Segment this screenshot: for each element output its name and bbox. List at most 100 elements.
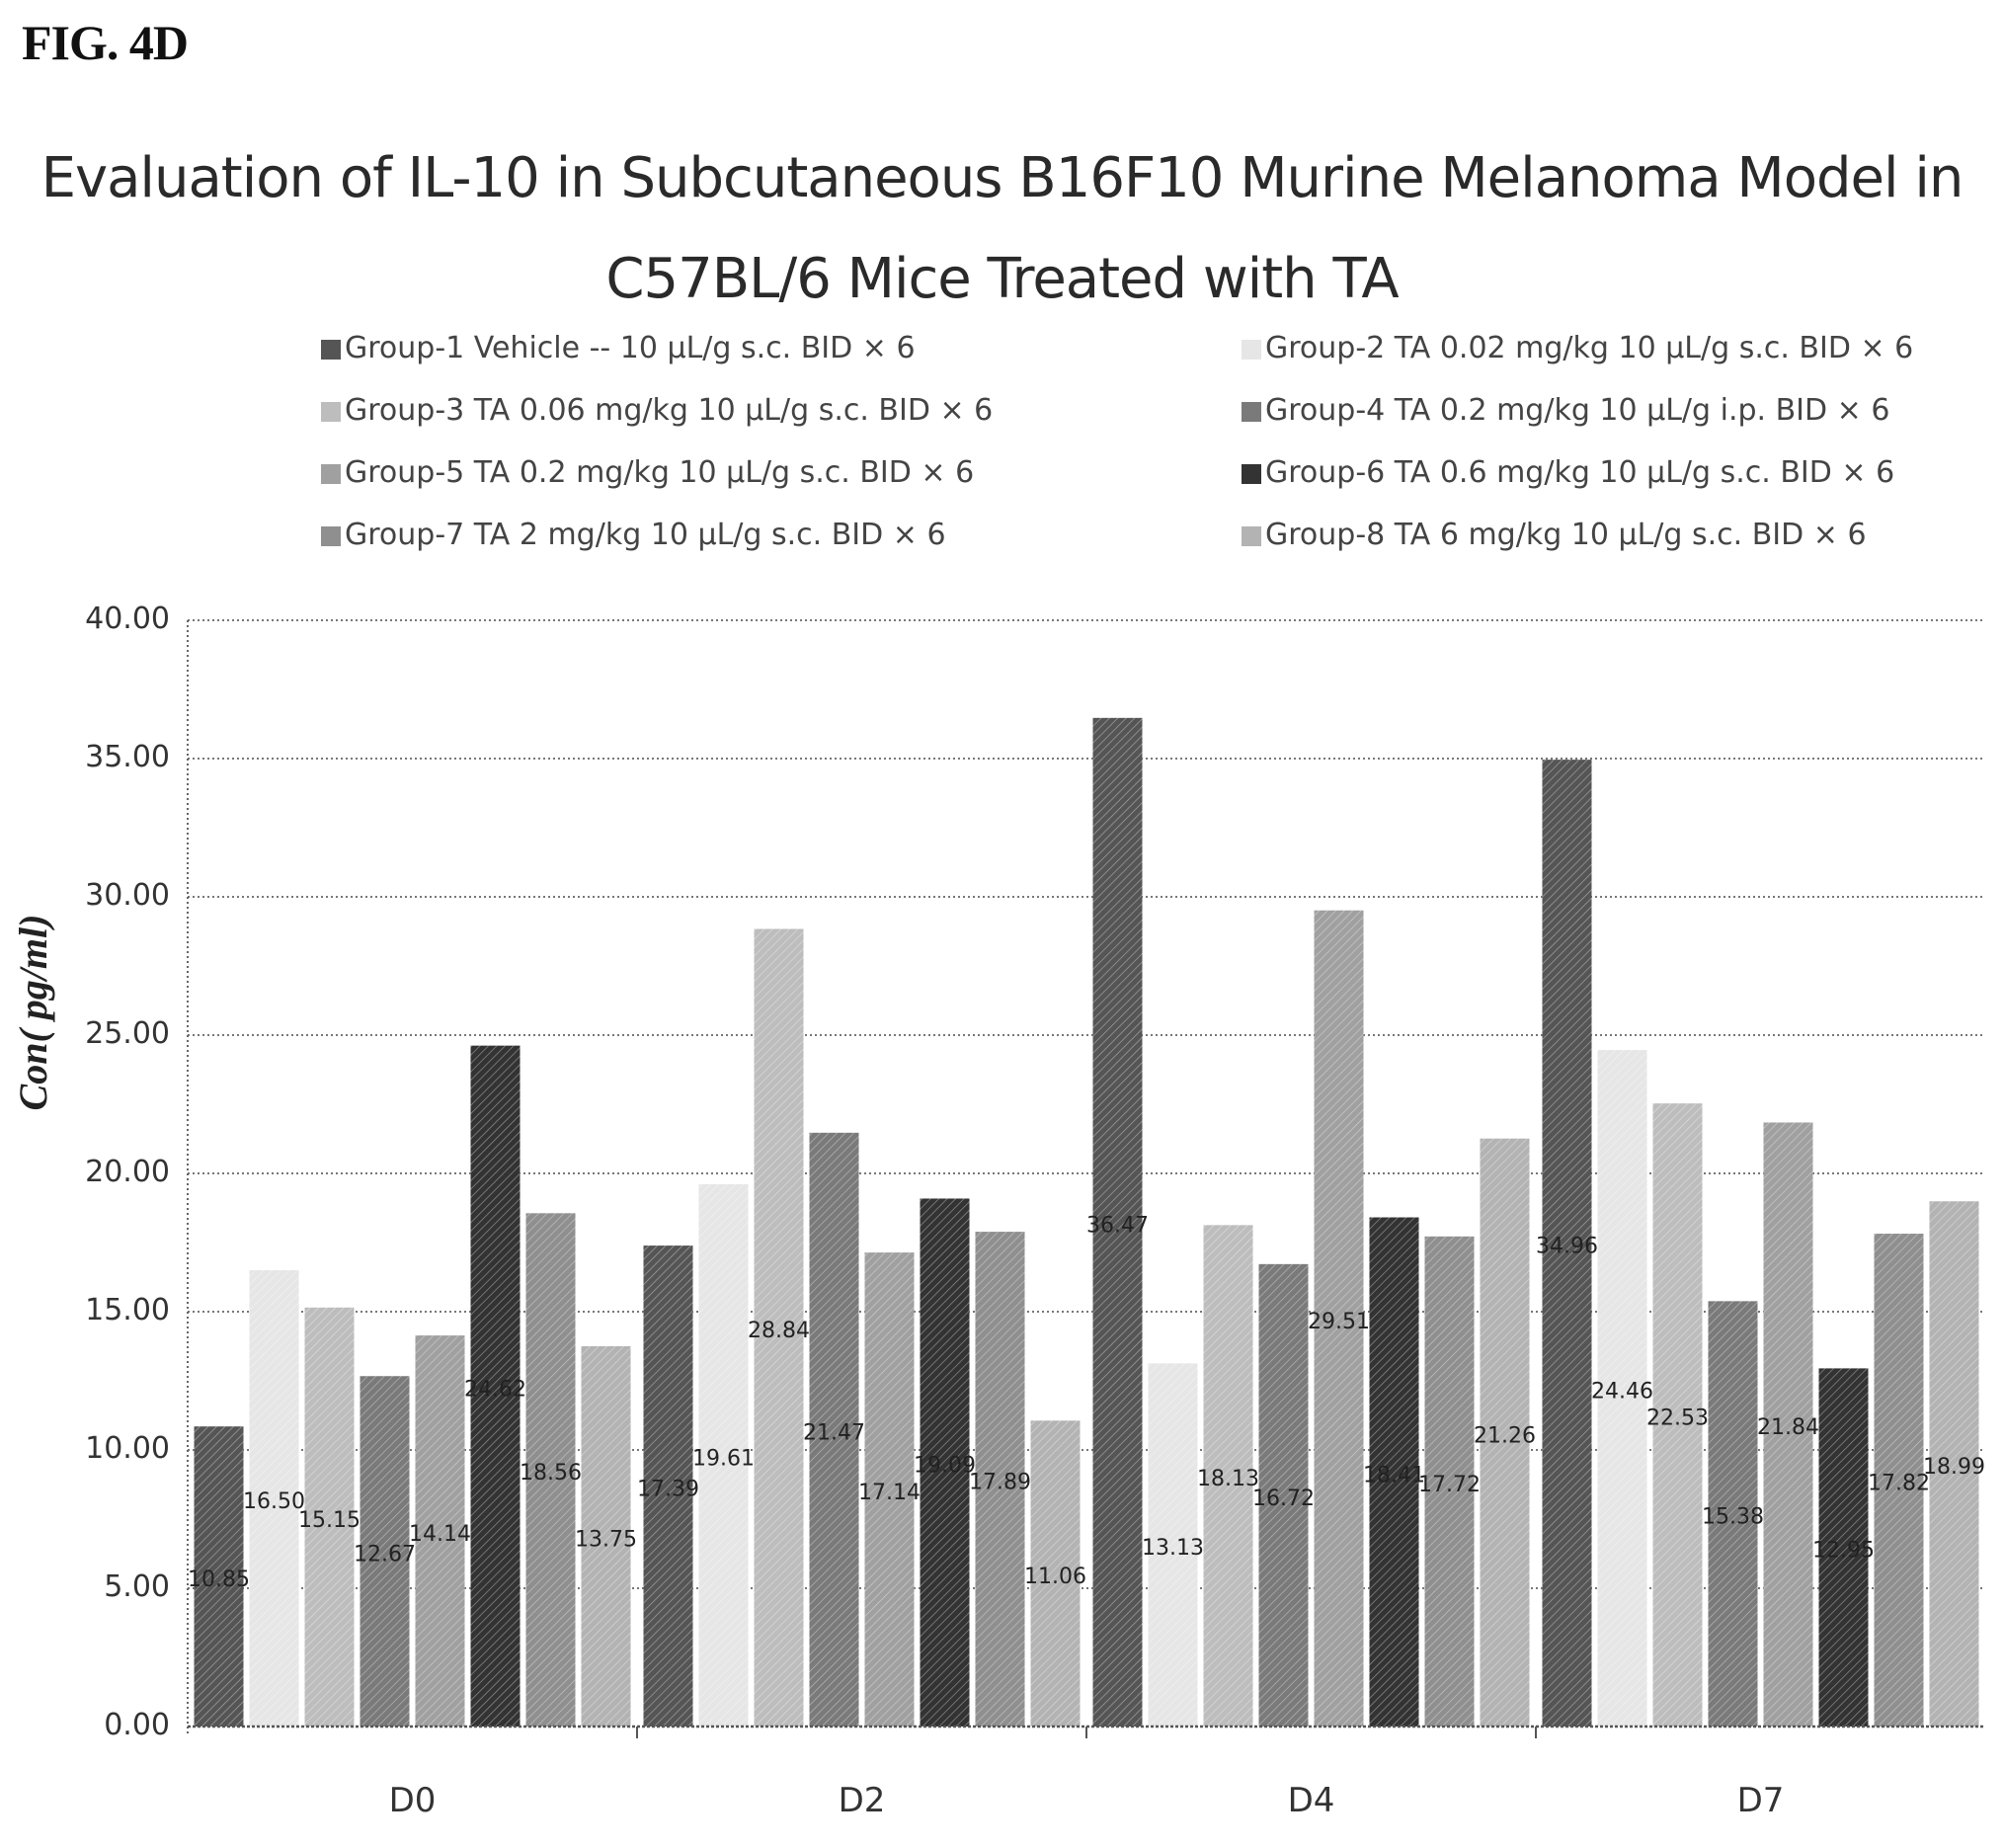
figure-label: FIG. 4D xyxy=(22,15,189,70)
bar-hatch xyxy=(1929,1201,1979,1727)
bar-hatch xyxy=(1480,1138,1530,1727)
legend-swatch xyxy=(321,402,341,422)
bar-hatch xyxy=(581,1346,631,1727)
legend-swatch xyxy=(321,526,341,546)
legend-item: Group-5 TA 0.2 mg/kg 10 μL/g s.c. BID × … xyxy=(321,455,974,490)
legend-item: Group-1 Vehicle -- 10 μL/g s.c. BID × 6 xyxy=(321,331,916,365)
data-label: 19.61 xyxy=(692,1446,755,1471)
legend-swatch xyxy=(1242,402,1261,422)
chart-title-line-2: C57BL/6 Mice Treated with TA xyxy=(605,247,1399,311)
bar-hatch xyxy=(1542,760,1592,1727)
legend-item: Group-7 TA 2 mg/kg 10 μL/g s.c. BID × 6 xyxy=(321,518,946,552)
data-label: 18.41 xyxy=(1363,1463,1425,1487)
data-label: 21.26 xyxy=(1474,1423,1536,1448)
bar-hatch xyxy=(470,1045,521,1727)
legend-label: Group-1 Vehicle -- 10 μL/g s.c. BID × 6 xyxy=(345,331,916,365)
bar-hatch xyxy=(1369,1217,1419,1727)
data-label: 17.72 xyxy=(1418,1473,1481,1497)
x-tick-label: D7 xyxy=(1736,1781,1785,1820)
legend-item: Group-3 TA 0.06 mg/kg 10 μL/g s.c. BID ×… xyxy=(321,393,993,428)
y-tick-label: 5.00 xyxy=(104,1569,170,1604)
bar-hatch xyxy=(809,1132,859,1727)
bar-hatch xyxy=(1030,1420,1081,1727)
legend-label: Group-4 TA 0.2 mg/kg 10 μL/g i.p. BID × … xyxy=(1265,393,1890,428)
data-label: 18.99 xyxy=(1923,1455,1985,1480)
y-tick-label: 20.00 xyxy=(85,1155,170,1189)
legend-item: Group-6 TA 0.6 mg/kg 10 μL/g s.c. BID × … xyxy=(1242,455,1894,490)
bar-hatch xyxy=(864,1252,915,1727)
y-tick-label: 15.00 xyxy=(85,1293,170,1327)
chart-title-line-1: Evaluation of IL-10 in Subcutaneous B16F… xyxy=(40,146,1964,210)
legend-swatch xyxy=(321,340,341,360)
y-tick-label: 25.00 xyxy=(85,1016,170,1051)
data-label: 21.84 xyxy=(1757,1415,1819,1440)
data-label: 17.82 xyxy=(1868,1472,1930,1496)
legend-label: Group-8 TA 6 mg/kg 10 μL/g s.c. BID × 6 xyxy=(1265,518,1867,552)
data-label: 12.67 xyxy=(354,1543,416,1567)
legend-label: Group-2 TA 0.02 mg/kg 10 μL/g s.c. BID ×… xyxy=(1265,331,1914,365)
bar-hatch xyxy=(1597,1050,1647,1727)
bar-hatch xyxy=(754,928,804,1727)
data-label: 13.13 xyxy=(1142,1536,1204,1561)
bar-hatch xyxy=(1424,1236,1475,1727)
bar-hatch xyxy=(1314,910,1364,1727)
data-label: 12.95 xyxy=(1812,1539,1875,1564)
bar-hatch xyxy=(304,1307,355,1727)
data-label: 16.72 xyxy=(1252,1486,1315,1511)
bar-hatch xyxy=(525,1213,576,1727)
data-label: 17.89 xyxy=(969,1471,1031,1495)
data-label: 18.13 xyxy=(1197,1467,1259,1491)
bar-hatch xyxy=(698,1183,749,1727)
y-tick-label: 40.00 xyxy=(85,602,170,636)
x-tick-label: D0 xyxy=(388,1781,437,1820)
legend-swatch xyxy=(1242,464,1261,484)
y-tick-label: 35.00 xyxy=(85,740,170,774)
data-label: 28.84 xyxy=(748,1319,810,1343)
legend-label: Group-3 TA 0.06 mg/kg 10 μL/g s.c. BID ×… xyxy=(345,393,994,428)
legend-swatch xyxy=(1242,526,1261,546)
bar-hatch xyxy=(1874,1234,1924,1727)
data-label: 13.75 xyxy=(575,1528,637,1553)
bar-hatch xyxy=(1652,1103,1703,1727)
bar-hatch xyxy=(1203,1225,1253,1727)
bar-hatch xyxy=(415,1335,465,1727)
bar-hatch xyxy=(1092,717,1143,1727)
legend-label: Group-6 TA 0.6 mg/kg 10 μL/g s.c. BID × … xyxy=(1265,455,1895,490)
legend-label: Group-7 TA 2 mg/kg 10 μL/g s.c. BID × 6 xyxy=(345,518,946,552)
bar-hatch xyxy=(360,1376,410,1727)
data-label: 18.56 xyxy=(520,1461,582,1486)
data-label: 17.14 xyxy=(858,1481,921,1505)
data-label: 21.47 xyxy=(803,1420,865,1445)
bar-hatch xyxy=(249,1270,299,1727)
data-label: 15.38 xyxy=(1702,1505,1764,1530)
legend-label: Group-5 TA 0.2 mg/kg 10 μL/g s.c. BID × … xyxy=(345,455,975,490)
bar-hatch xyxy=(975,1232,1025,1727)
data-label: 24.46 xyxy=(1591,1380,1653,1405)
legend-item: Group-2 TA 0.02 mg/kg 10 μL/g s.c. BID ×… xyxy=(1242,331,1913,365)
y-tick-label: 10.00 xyxy=(85,1431,170,1466)
data-label: 11.06 xyxy=(1024,1565,1086,1589)
data-label: 17.39 xyxy=(637,1478,699,1502)
data-label: 19.09 xyxy=(914,1454,976,1479)
data-label: 16.50 xyxy=(243,1489,305,1514)
bar-hatch xyxy=(1763,1122,1813,1727)
data-label: 24.62 xyxy=(464,1377,526,1402)
bar-hatch xyxy=(1258,1263,1309,1727)
data-label: 29.51 xyxy=(1308,1310,1370,1334)
data-label: 34.96 xyxy=(1536,1235,1598,1259)
legend-item: Group-4 TA 0.2 mg/kg 10 μL/g i.p. BID × … xyxy=(1242,393,1889,428)
data-label: 22.53 xyxy=(1646,1406,1709,1431)
y-tick-label: 0.00 xyxy=(104,1708,170,1742)
data-label: 15.15 xyxy=(298,1508,361,1533)
bar-hatch xyxy=(194,1426,244,1727)
x-tick-label: D2 xyxy=(838,1781,886,1820)
bar-hatch xyxy=(920,1198,970,1727)
bar-hatch xyxy=(643,1245,693,1727)
bar-hatch xyxy=(1818,1368,1869,1727)
legend-swatch xyxy=(321,464,341,484)
data-label: 14.14 xyxy=(409,1522,471,1547)
legend-swatch xyxy=(1242,340,1261,360)
legend-item: Group-8 TA 6 mg/kg 10 μL/g s.c. BID × 6 xyxy=(1242,518,1867,552)
data-label: 36.47 xyxy=(1086,1213,1149,1238)
data-label: 10.85 xyxy=(188,1567,250,1592)
